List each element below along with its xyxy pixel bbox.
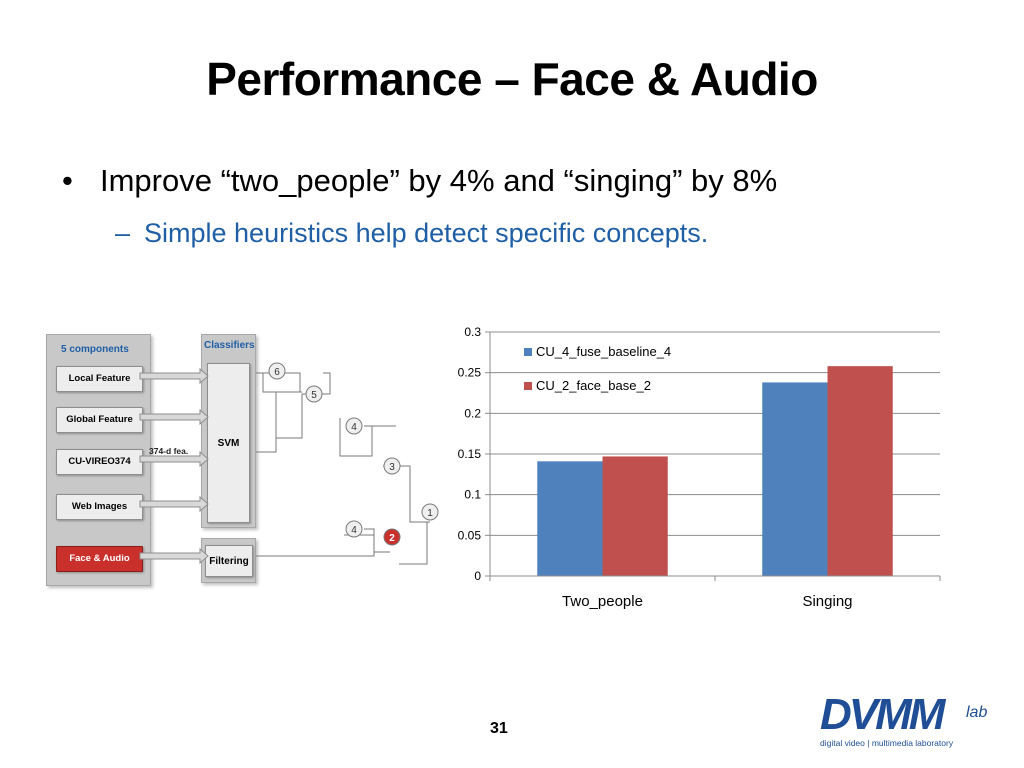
rank-label-2: 2: [389, 533, 395, 544]
arrow-local-feature: [139, 367, 209, 385]
system-diagram: 5 components Local Feature Global Featur…: [44, 332, 444, 588]
components-header: 5 components: [61, 344, 129, 355]
category-label: Singing: [802, 593, 852, 610]
sub-bullet-text: Simple heuristics help detect specific c…: [144, 218, 709, 248]
rank-label-6: 6: [274, 367, 280, 378]
y-tick-label: 0.2: [464, 406, 481, 420]
bullet-symbol: •: [62, 163, 73, 198]
rank-node-6: [268, 362, 286, 380]
classifiers-panel: Classifiers SVM: [201, 334, 256, 528]
bracket-face: [256, 534, 375, 557]
bracket-4: [339, 418, 373, 457]
arrow-global-feature: [139, 408, 209, 426]
bar-2-two_people: [602, 456, 668, 576]
bar-1-singing: [762, 382, 828, 576]
component-web-images: Web Images: [56, 494, 143, 520]
chart-category-labels: Two_people Singing: [562, 593, 852, 610]
slide-title: Performance – Face & Audio: [206, 53, 818, 105]
rank-label-4: 4: [351, 422, 357, 433]
component-cu-vireo374: CU-VIREO374: [56, 449, 143, 475]
dvmm-lab-logo: DVMM lab digital video | multimedia labo…: [820, 690, 992, 752]
components-panel: 5 components Local Feature Global Featur…: [46, 334, 151, 586]
link-6: [262, 373, 302, 393]
bar-2-singing: [827, 366, 893, 576]
y-tick-label: 0.15: [458, 447, 482, 461]
arrow-web-images: [139, 495, 209, 513]
chart-y-tick-labels: 0 0.05 0.1 0.15 0.2 0.25 0.3: [458, 325, 482, 583]
component-global-feature: Global Feature: [56, 407, 143, 433]
rank-node-4: [345, 417, 363, 435]
chart-bars: [537, 366, 893, 576]
rank-label-3: 3: [389, 462, 395, 473]
y-tick-label: 0: [474, 569, 481, 583]
legend-label: CU_2_face_base_2: [536, 378, 651, 393]
link-4b: [364, 528, 390, 553]
legend-swatch: [524, 382, 532, 390]
bracket-5: [276, 372, 331, 439]
rank-label-5: 5: [311, 390, 317, 401]
bracket-3: [383, 465, 411, 517]
y-tick-label: 0.3: [464, 325, 481, 339]
rank-node-4b: [345, 520, 363, 538]
component-face-audio: Face & Audio: [56, 546, 143, 572]
rank-node-3: [383, 457, 401, 475]
filtering-box: Filtering: [205, 545, 253, 577]
bar-1-two_people: [537, 461, 603, 576]
rank-node-2: [383, 528, 401, 546]
component-local-feature: Local Feature: [56, 366, 143, 392]
sub-bullet-symbol: –: [115, 218, 131, 248]
bullet-text: Improve “two_people” by 4% and “singing”…: [100, 163, 778, 198]
chart-axes: [489, 332, 941, 581]
logo-main-text: DVMM: [820, 690, 945, 739]
chart-legend: CU_4_fuse_baseline_4 CU_2_face_base_2: [524, 344, 671, 393]
svm-box: SVM: [207, 363, 250, 523]
y-tick-label: 0.05: [458, 528, 482, 542]
category-label: Two_people: [562, 593, 643, 610]
page-number: 31: [490, 720, 508, 737]
legend-swatch: [524, 348, 532, 356]
classifiers-header: Classifiers: [204, 340, 255, 351]
y-tick-label: 0.25: [458, 366, 482, 380]
rank-label-4b: 4: [351, 525, 357, 536]
feature-note: 374-d fea.: [149, 446, 188, 456]
diagram-connectors: 6 5 4 3 1 4 2 374-d fea.: [139, 362, 439, 565]
rank-label-1: 1: [427, 508, 433, 519]
y-tick-label: 0.1: [464, 488, 481, 502]
logo-tagline: digital video | multimedia laboratory: [820, 738, 954, 748]
legend-label: CU_4_fuse_baseline_4: [536, 344, 671, 359]
rank-node-5: [305, 385, 323, 403]
arrow-cu-vireo374: [139, 450, 209, 468]
filtering-panel: Filtering: [201, 538, 256, 583]
logo-suffix: lab: [966, 704, 988, 721]
rank-node-1: [421, 503, 439, 521]
arrow-face-audio: [139, 547, 209, 565]
bar-chart: 0 0.05 0.1 0.15 0.2 0.25 0.3 Two_people Singing…: [458, 325, 941, 610]
